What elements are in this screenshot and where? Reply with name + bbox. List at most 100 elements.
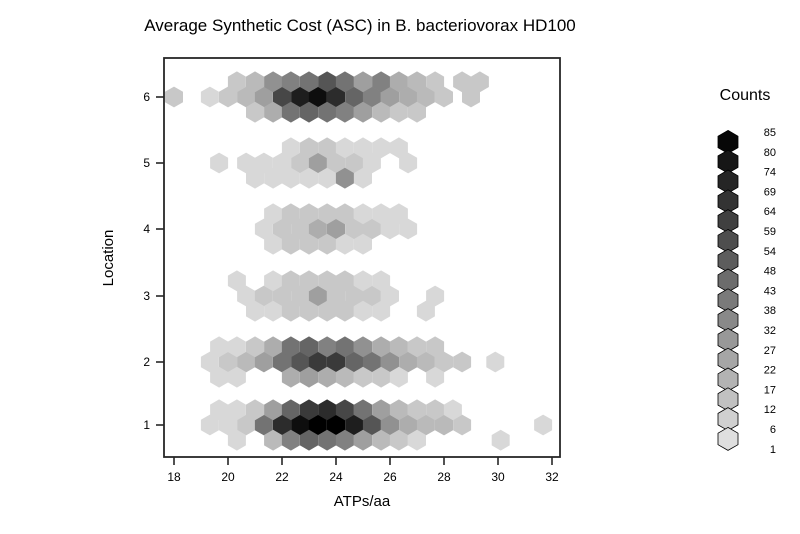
hexbin-cell [254,285,273,307]
hexbin-cell [308,218,327,240]
hexbin-cell [318,300,337,322]
hexbin-cell [372,300,391,322]
hexbin-cell [200,351,219,373]
hexbin-cell [291,414,310,436]
hexbin-cell [318,336,337,358]
hexbin-cell [389,101,408,123]
hexbin-cell [291,152,310,174]
hexbin-cell [362,351,381,373]
hexbin-cell [399,351,418,373]
hexbin-cell [389,366,408,388]
hexbin-cell [372,366,391,388]
hexbin-cell [486,351,505,373]
hexbin-cell [335,233,354,255]
hexbin-cell [408,101,426,123]
x-tick-label: 26 [383,470,397,484]
hexbin-cell [273,414,291,436]
legend-count-label: 38 [764,305,776,317]
hexbin-cell [399,414,418,436]
hexbin-cell [362,218,381,240]
hexbin-cell [300,203,318,225]
hexbin-cell [318,203,337,225]
hexbin-cell [308,351,327,373]
hexbin-cell [264,336,283,358]
hexbin-cell [354,137,372,159]
hexbin-cell [300,233,318,255]
hexbin-cell [281,101,300,123]
hexbin-cell [335,101,354,123]
legend-count-label: 12 [764,404,776,416]
hexbin-cell [300,300,318,322]
hexbin-cell [281,167,300,189]
hexbin-cell [318,270,337,292]
hexbin-cell [335,399,354,421]
hexbin-cell [372,399,391,421]
hexbin-cell [335,167,354,189]
hexbin-cell [210,366,229,388]
hexbin-cell [408,71,426,93]
hexbin-cell [416,414,435,436]
legend-count-label: 22 [764,365,776,377]
hexbin-cell [246,336,264,358]
legend-count-label: 27 [764,345,776,357]
hexbin-cell [273,218,291,240]
hexbin-cells-layer [165,71,553,451]
hexbin-cell [300,429,318,451]
hexbin-cell [462,86,480,108]
hexbin-cell [354,233,372,255]
legend-count-label: 48 [764,266,776,278]
hexbin-cell [327,152,345,174]
hexbin-cell [300,137,318,159]
hexbin-cell [246,399,264,421]
hexbin-cell [354,71,372,93]
hexbin-cell [273,152,291,174]
hexbin-cell [264,399,283,421]
legend-count-label: 69 [764,186,776,198]
hexbin-cell [291,218,310,240]
hexbin-cell [264,167,283,189]
y-tick-label: 4 [143,222,150,236]
hexbin-cell [416,351,435,373]
hexbin-cell [219,414,237,436]
hexbin-cell [237,86,256,108]
hexbin-cell [435,351,453,373]
hexbin-cell [345,285,364,307]
hexbin-cell [416,86,435,108]
hexbin-cell [372,71,391,93]
hexbin-cell [318,137,337,159]
hexbin-cell [408,336,426,358]
hexbin-cell [435,414,453,436]
hexbin-cell [300,336,318,358]
hexbin-cell [254,414,273,436]
hexbin-cell [308,414,327,436]
legend-count-label: 6 [770,424,776,436]
hexbin-cell [308,152,327,174]
legend-hex-swatch [717,426,739,451]
hexbin-cell [426,399,445,421]
hexbin-cell [372,429,391,451]
hexbin-cell [246,71,264,93]
hexbin-cell [491,429,510,451]
hexbin-cell [399,86,418,108]
y-axis: 1 2 3 4 5 6 [143,90,164,432]
hexbin-cell [264,71,283,93]
legend-count-label: 64 [764,206,776,218]
hexbin-cell [237,152,256,174]
hexbin-cell [354,167,372,189]
hexbin-cell [300,101,318,123]
x-axis-label: ATPs/aa [334,493,391,510]
hexbin-cell [281,336,300,358]
hexbin-cell [281,366,300,388]
hexbin-cell [318,101,337,123]
hexbin-cell [254,152,273,174]
hexbin-cell [300,366,318,388]
x-tick-label: 32 [545,470,559,484]
x-tick-label: 24 [329,470,343,484]
hexbin-cell [200,414,219,436]
hexbin-cell [345,218,364,240]
hexbin-cell [227,336,246,358]
hexbin-cell [281,137,300,159]
hexbin-cell [318,167,337,189]
hexbin-cell [426,366,445,388]
hexbin-cell [443,399,462,421]
